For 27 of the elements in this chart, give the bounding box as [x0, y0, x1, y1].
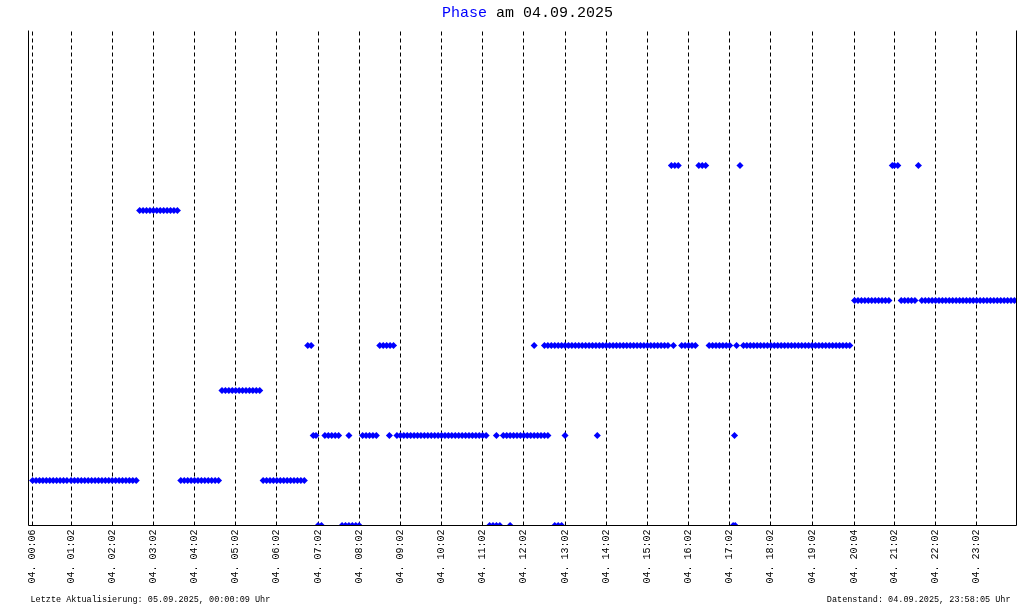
- x-tick-label: 04. 15:02: [641, 529, 653, 584]
- x-tick-label: 04. 07:02: [312, 529, 324, 584]
- x-tick-label: 04. 16:02: [683, 529, 695, 584]
- x-tick-label: 04. 06:02: [271, 529, 283, 584]
- x-tick-label: 04. 17:02: [724, 529, 736, 584]
- x-tick-label: 04. 08:02: [353, 529, 365, 584]
- x-tick-label: 04. 04:02: [189, 529, 201, 584]
- x-tick-label: 04. 01:02: [65, 529, 77, 584]
- x-tick-label: 04. 22:02: [930, 529, 942, 584]
- text: Letzte Aktualisierung: 05.09.2025, 00:00:09 Uhr: [30, 594, 271, 605]
- text: Datenstand: 04.09.2025, 23:58:05 Uhr: [826, 594, 1011, 605]
- x-tick-label: 04. 20:04: [849, 529, 861, 584]
- x-tick-label: 04. 02:02: [106, 529, 118, 584]
- x-tick-label: 04. 21:02: [888, 529, 900, 584]
- x-tick-label: 04. 14:02: [600, 529, 612, 584]
- x-tick-label: 04. 13:02: [559, 529, 571, 584]
- x-tick-label: 04. 12:02: [518, 529, 530, 584]
- x-tick-label: 04. 05:02: [230, 529, 242, 584]
- x-tick-label: 04. 10:02: [436, 529, 448, 584]
- x-tick-label: 04. 19:02: [806, 529, 818, 584]
- x-tick-label: 04. 00:06: [27, 529, 39, 584]
- x-tick-label: 04. 03:02: [147, 529, 159, 584]
- x-tick-label: 04. 11:02: [477, 529, 489, 584]
- x-tick-label: 04. 09:02: [394, 529, 406, 584]
- chart-title: Phase am 04.09.2025: [442, 5, 614, 22]
- x-tick-label: 04. 23:02: [971, 529, 983, 584]
- x-tick-label: 04. 18:02: [765, 529, 777, 584]
